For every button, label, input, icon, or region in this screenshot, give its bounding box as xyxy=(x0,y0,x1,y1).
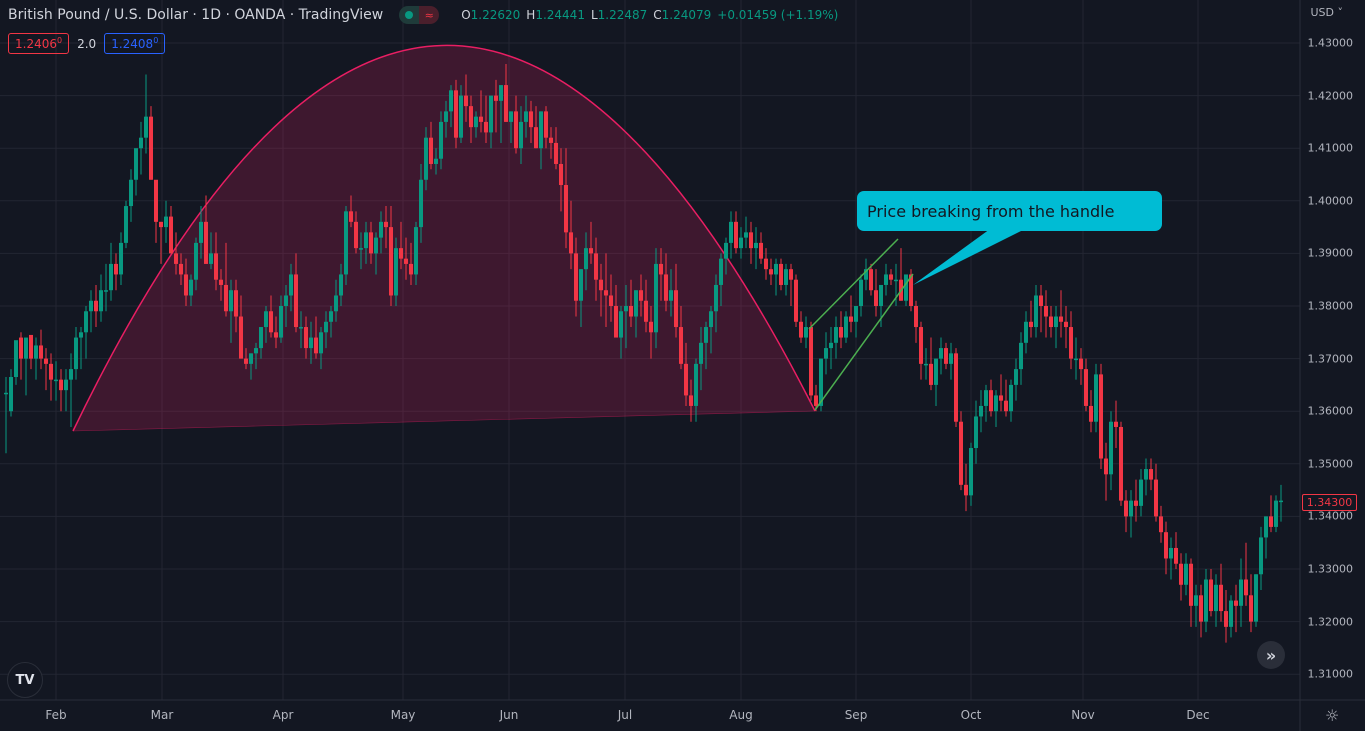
open-value: 1.22620 xyxy=(470,8,521,22)
time-axis-label: Jun xyxy=(499,708,519,722)
price-axis-label: 1.42000 xyxy=(1307,89,1354,103)
price-axis-label: 1.39000 xyxy=(1307,246,1354,260)
chart-header: British Pound / U.S. Dollar · 1D · OANDA… xyxy=(8,6,838,24)
high-value: 1.24441 xyxy=(535,8,585,22)
wave-icon: ≈ xyxy=(419,6,440,24)
price-axis-label: 1.38000 xyxy=(1307,299,1354,313)
last-price-label: 1.34300 xyxy=(1302,494,1357,511)
spread-value: 2.0 xyxy=(77,36,97,51)
time-axis-label: Mar xyxy=(150,708,174,722)
market-status-toggle[interactable]: ≈ xyxy=(399,6,440,24)
price-axis-label: 1.36000 xyxy=(1307,404,1354,418)
price-axis-label: 1.33000 xyxy=(1307,562,1354,576)
time-axis-label: May xyxy=(390,708,416,722)
market-open-dot-icon xyxy=(405,11,414,19)
time-axis-label: Nov xyxy=(1071,708,1095,722)
time-axis-label: Oct xyxy=(960,708,982,722)
time-axis-label: Dec xyxy=(1186,708,1210,722)
price-axis-label: 1.32000 xyxy=(1307,615,1354,629)
time-axis-label: Apr xyxy=(272,708,294,722)
currency-selector[interactable]: USD ˅ xyxy=(1310,6,1343,19)
time-axis-label: Aug xyxy=(729,708,753,722)
price-axis-label: 1.40000 xyxy=(1307,194,1354,208)
scroll-to-realtime-button[interactable]: » xyxy=(1257,641,1285,669)
time-axis-label: Jul xyxy=(617,708,633,722)
close-value: 1.24079 xyxy=(661,8,712,22)
time-axis-label: Feb xyxy=(45,708,67,722)
ohlc-values: O1.22620 H1.24441 L1.22487 C1.24079 +0.0… xyxy=(461,8,839,22)
change-value: +0.01459 (+1.19%) xyxy=(717,8,839,22)
price-axis-label: 1.41000 xyxy=(1307,141,1354,155)
price-axis-label: 1.34000 xyxy=(1307,509,1354,523)
price-axis-label: 1.37000 xyxy=(1307,352,1354,366)
buy-button[interactable]: 1.24080 xyxy=(104,33,166,54)
price-axis-label: 1.43000 xyxy=(1307,36,1354,50)
tradingview-logo-icon[interactable]: TV xyxy=(7,662,43,698)
low-value: 1.22487 xyxy=(597,8,648,22)
callout-annotation[interactable]: Price breaking from the handle xyxy=(857,191,1162,231)
sell-button[interactable]: 1.24060 xyxy=(8,33,70,54)
price-axis-label: 1.35000 xyxy=(1307,457,1354,471)
price-axis-label: 1.31000 xyxy=(1307,667,1354,681)
trade-buttons: 1.24060 2.0 1.24080 xyxy=(8,33,166,54)
symbol-title[interactable]: British Pound / U.S. Dollar · 1D · OANDA… xyxy=(8,7,384,23)
time-axis-label: Sep xyxy=(844,708,868,722)
settings-icon[interactable]: ☼ xyxy=(1325,706,1340,725)
